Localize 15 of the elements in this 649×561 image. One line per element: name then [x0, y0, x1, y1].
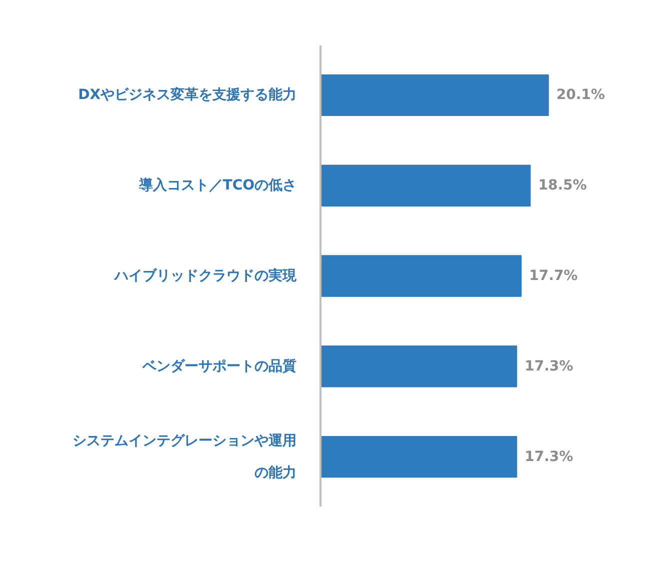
y-tick-label: 導入コスト／TCOの低さ [138, 176, 297, 194]
y-tick-label: ベンダーサポートの品質 [142, 357, 296, 374]
bar [320, 255, 522, 297]
bar [320, 346, 518, 388]
y-tick-label: ハイブリッドクラウドの実現 [114, 267, 298, 284]
data-label: 20.1% [556, 87, 605, 104]
data-label: 17.3% [524, 358, 574, 374]
bar [320, 164, 531, 206]
data-label: 17.3% [524, 448, 574, 465]
data-label: 18.5% [538, 178, 587, 194]
bar [320, 74, 549, 116]
data-label: 17.7% [529, 268, 578, 284]
y-tick-label: システムインテグレーションや運用の能力 [72, 432, 296, 481]
y-tick-label: DXやビジネス変革を支援する能力 [78, 86, 297, 104]
bar [320, 436, 518, 478]
